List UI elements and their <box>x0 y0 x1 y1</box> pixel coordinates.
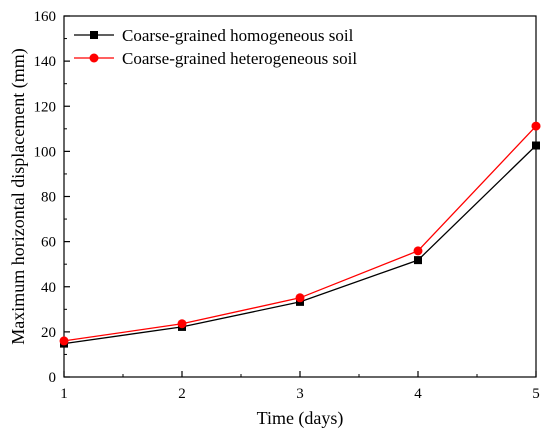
data-point <box>177 319 187 329</box>
x-tick-label: 5 <box>532 386 540 402</box>
data-point <box>413 246 423 256</box>
y-tick-label: 60 <box>41 235 56 251</box>
y-tick-label: 120 <box>34 99 57 115</box>
legend-marker <box>90 31 98 39</box>
legend-item: Coarse-grained homogeneous soil <box>74 26 354 45</box>
x-tick-label: 1 <box>60 386 68 402</box>
y-tick-label: 80 <box>41 190 56 206</box>
x-axis-tick-labels: 1 2 3 4 5 <box>60 386 540 402</box>
x-axis-title: Time (days) <box>257 408 344 429</box>
plot-frame <box>63 15 537 378</box>
y-tick-label: 100 <box>34 144 57 160</box>
data-point <box>59 336 69 346</box>
data-point <box>531 121 541 131</box>
y-axis-title: Maximum horizontal displacement (mm) <box>8 48 29 344</box>
legend-label: Coarse-grained heterogeneous soil <box>122 49 357 68</box>
y-axis-tick-labels: 0 20 40 60 80 100 120 140 160 <box>34 9 57 386</box>
legend-label: Coarse-grained homogeneous soil <box>122 26 354 45</box>
y-tick-label: 20 <box>41 325 56 341</box>
series-layer <box>59 121 541 348</box>
y-tick-label: 0 <box>49 370 57 386</box>
series-line <box>63 125 537 342</box>
data-point <box>414 256 422 265</box>
data-point <box>532 141 540 150</box>
x-axis-ticks <box>63 371 537 377</box>
series-line <box>63 145 537 345</box>
y-tick-label: 160 <box>34 9 57 25</box>
x-tick-label: 3 <box>296 386 304 402</box>
data-point <box>295 293 305 303</box>
series-1 <box>60 141 540 348</box>
x-tick-label: 2 <box>178 386 186 402</box>
y-tick-label: 40 <box>41 280 56 296</box>
legend-item: Coarse-grained heterogeneous soil <box>74 49 357 68</box>
legend-marker <box>89 53 99 63</box>
legend: Coarse-grained homogeneous soil Coarse-gr… <box>74 26 357 68</box>
series-2 <box>59 121 541 346</box>
x-tick-label: 4 <box>414 386 422 402</box>
y-tick-label: 140 <box>34 54 57 70</box>
y-axis-ticks <box>64 15 70 378</box>
